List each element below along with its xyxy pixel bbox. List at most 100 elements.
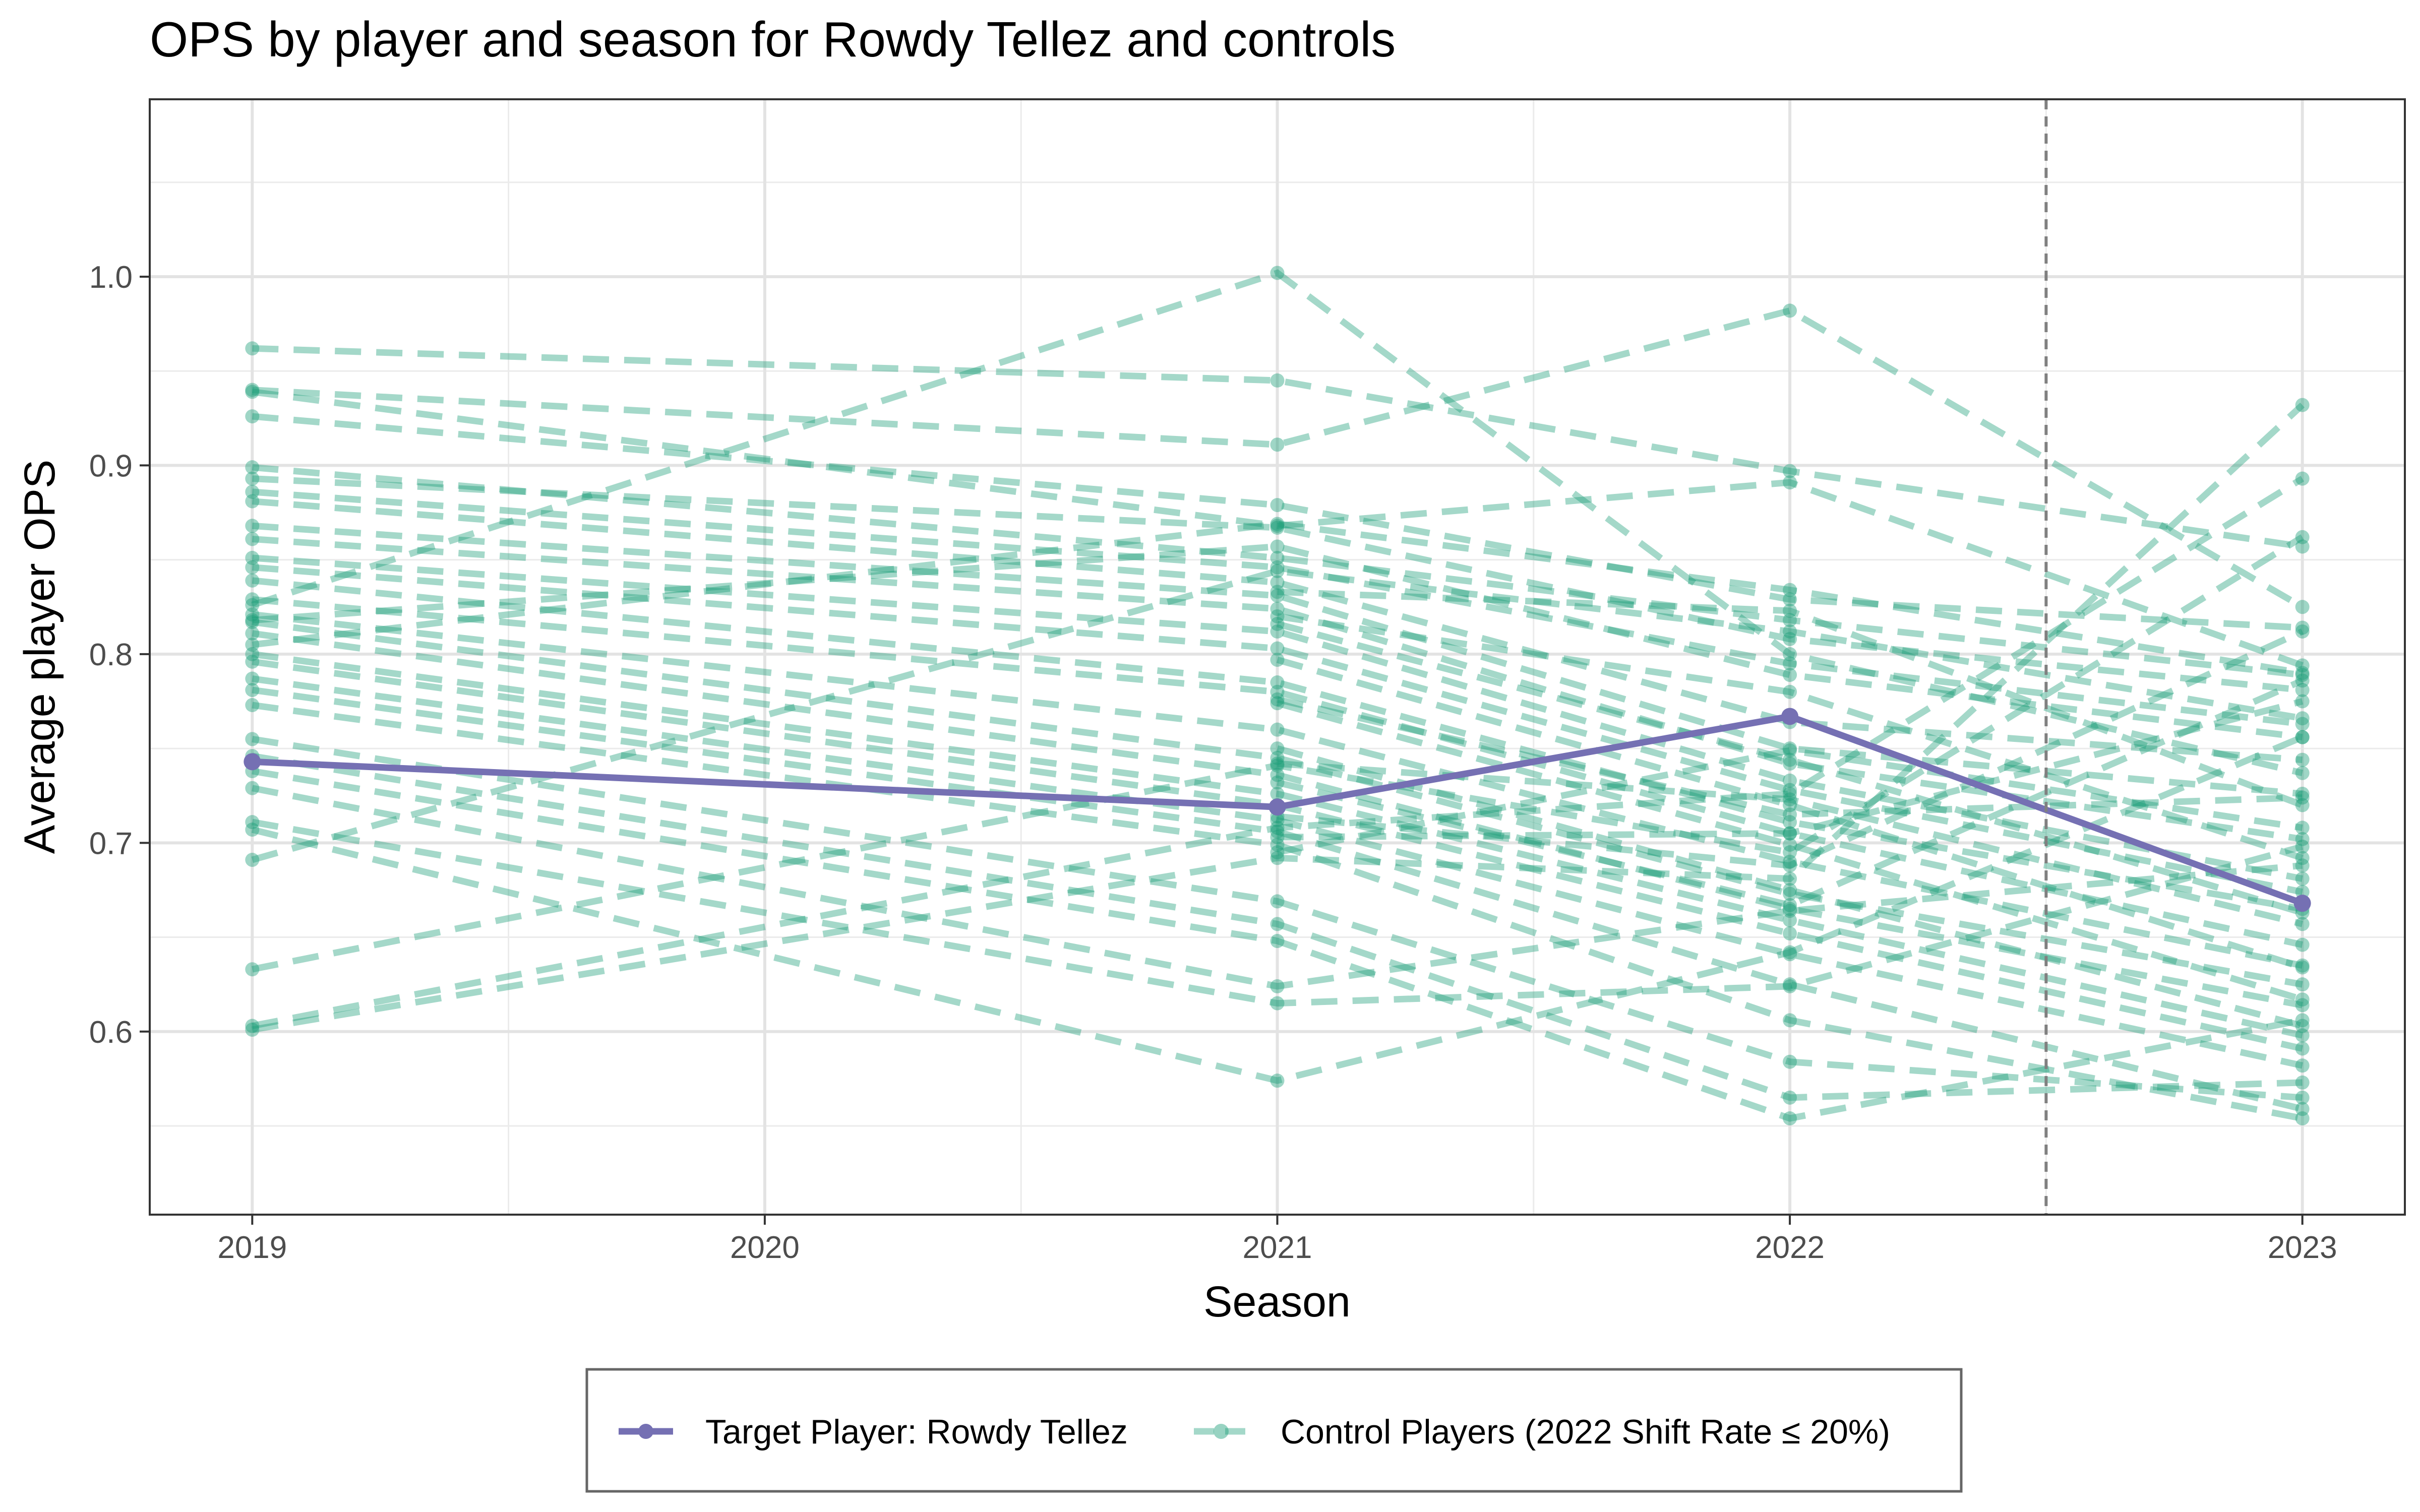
legend-target-label: Target Player: Rowdy Tellez (705, 1413, 1128, 1451)
control-player-point (1783, 945, 1797, 960)
control-player-point (2295, 1028, 2310, 1043)
control-player-point (2295, 658, 2310, 673)
control-player-point (2295, 1102, 2310, 1116)
control-player-point (1783, 883, 1797, 897)
control-player-point (1783, 845, 1797, 860)
y-tick-label: 1.0 (89, 260, 133, 295)
control-player-point (2295, 694, 2310, 709)
control-player-point (1783, 854, 1797, 869)
control-player-point (1270, 750, 1285, 765)
control-player-point (1270, 373, 1285, 388)
control-player-point (245, 1023, 260, 1037)
control-player-point (1783, 792, 1797, 807)
control-player-point (1270, 550, 1285, 565)
control-player-point (245, 823, 260, 837)
control-player-line (1277, 588, 2304, 808)
control-player-line (252, 554, 2303, 882)
control-player-point (1270, 851, 1285, 865)
control-player-point (2295, 1111, 2310, 1126)
control-player-line (1277, 696, 2303, 818)
control-player-point (1270, 560, 1285, 575)
control-player-point (1783, 475, 1797, 490)
control-player-point (245, 341, 260, 356)
x-tick-label: 2020 (730, 1230, 800, 1265)
control-player-point (245, 550, 260, 565)
control-player-point (245, 532, 260, 546)
y-tick-label: 0.7 (89, 826, 133, 861)
control-player-point (245, 460, 260, 475)
control-player-point (1783, 871, 1797, 886)
control-player-point (2295, 977, 2310, 992)
x-axis: 2019 2020 2021 2022 2023 (217, 1215, 2337, 1265)
control-player-point (1270, 641, 1285, 656)
control-player-point (2295, 790, 2310, 805)
control-player-point (1783, 807, 1797, 822)
control-player-line (252, 476, 2305, 1029)
control-player-point (1270, 684, 1285, 699)
control-player-point (1783, 656, 1797, 671)
control-series-lines (245, 266, 2310, 1126)
control-player-point (1783, 1054, 1797, 1069)
control-player-point (245, 607, 260, 622)
control-player-point (2295, 851, 2310, 865)
control-player-line (1276, 745, 2304, 1029)
control-player-point (1270, 934, 1285, 949)
x-axis-title: Season (1203, 1278, 1351, 1326)
control-player-point (1270, 722, 1285, 737)
control-player-point (1783, 613, 1797, 627)
control-player-point (1270, 741, 1285, 756)
control-player-point (1783, 798, 1797, 812)
control-player-point (245, 698, 260, 712)
target-player-point (244, 753, 261, 771)
control-player-line (1276, 677, 2304, 909)
control-player-point (245, 638, 260, 652)
control-player-point (1270, 996, 1285, 1011)
control-player-point (1783, 979, 1797, 993)
control-player-point (1783, 826, 1797, 841)
target-player-point (1268, 798, 1286, 816)
control-player-point (2295, 786, 2310, 801)
control-player-point (245, 560, 260, 575)
control-player-point (1783, 1013, 1797, 1028)
control-player-point (2295, 798, 2310, 812)
control-player-line (252, 307, 2304, 610)
control-player-point (1783, 668, 1797, 682)
control-player-point (1270, 266, 1285, 280)
control-player-point (1783, 752, 1797, 767)
control-player-point (2295, 960, 2310, 975)
control-player-line (252, 464, 2303, 678)
control-player-line (1277, 747, 2303, 856)
control-player-point (1270, 498, 1285, 513)
control-player-point (1270, 602, 1285, 616)
control-player-line (252, 520, 2303, 676)
control-player-line (1276, 656, 2304, 971)
x-tick-label: 2019 (217, 1230, 287, 1265)
control-player-point (1783, 741, 1797, 756)
control-player-point (245, 781, 260, 795)
control-player-point (2295, 530, 2310, 544)
control-player-point (1270, 616, 1285, 631)
control-player-line (252, 488, 2303, 727)
control-player-point (245, 385, 260, 399)
control-player-point (1270, 1074, 1285, 1088)
control-player-point (1783, 743, 1797, 758)
legend-control-label: Control Players (2022 Shift Rate ≤ 20%) (1281, 1413, 1890, 1451)
control-player-point (2295, 1090, 2310, 1105)
control-player-point (1270, 624, 1285, 639)
control-player-point (245, 853, 260, 867)
control-player-point (245, 592, 260, 607)
control-player-point (1270, 979, 1285, 993)
control-player-line (252, 413, 2303, 631)
control-player-point (2295, 917, 2310, 931)
control-player-point (245, 573, 260, 588)
control-player-point (2295, 821, 2310, 835)
control-player-point (1270, 813, 1285, 828)
control-player-point (1783, 624, 1797, 639)
control-player-point (2295, 766, 2310, 780)
control-player-point (1783, 592, 1797, 607)
control-player-point (2295, 730, 2310, 744)
chart-title: OPS by player and season for Rowdy Telle… (150, 12, 1396, 67)
control-player-point (2295, 998, 2310, 1013)
